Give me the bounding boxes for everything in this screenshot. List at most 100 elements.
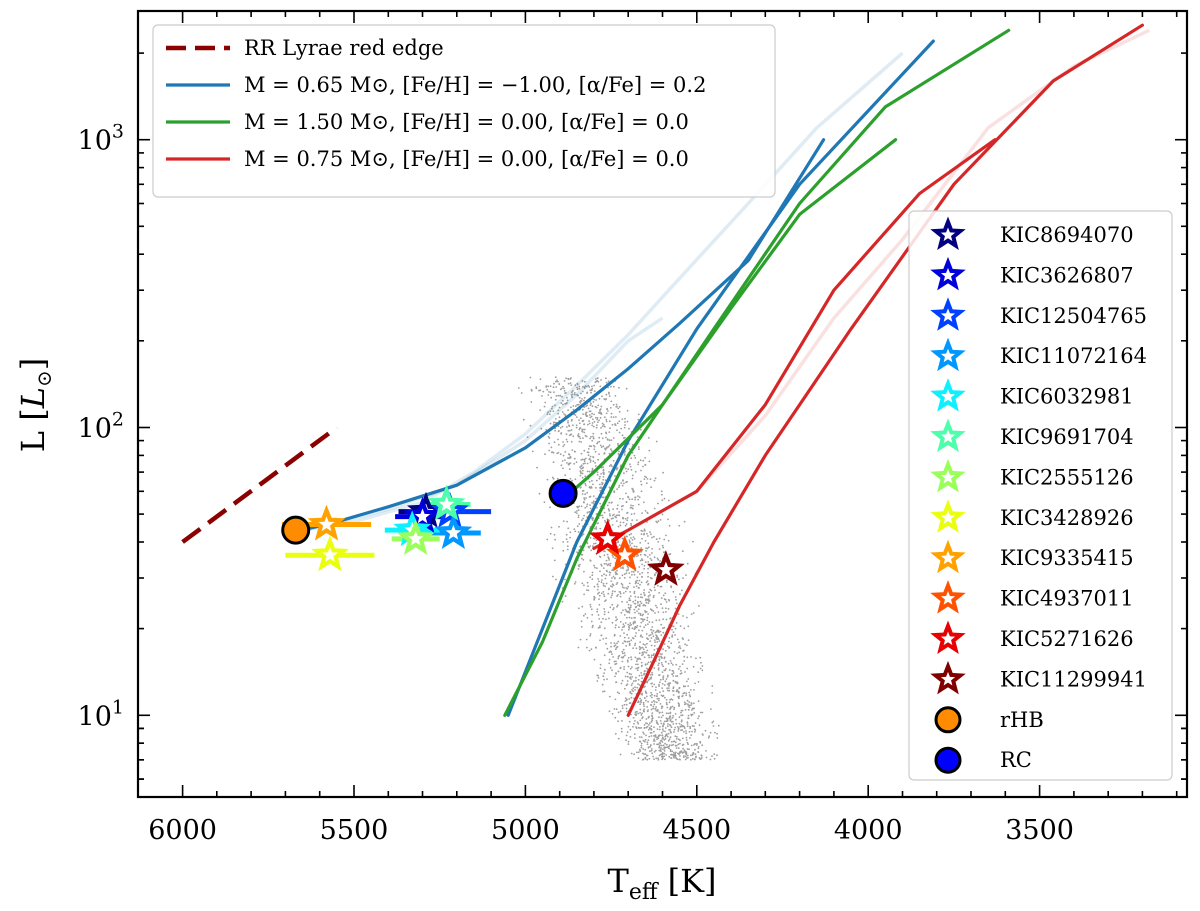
- cloud-point: [640, 727, 643, 729]
- cloud-point: [662, 724, 664, 727]
- cloud-point: [586, 542, 589, 545]
- cloud-point: [580, 467, 583, 470]
- cloud-point: [633, 573, 636, 576]
- cloud-point: [630, 513, 633, 515]
- cloud-point: [598, 419, 600, 422]
- cloud-point: [682, 685, 685, 687]
- cloud-point: [554, 418, 557, 420]
- cloud-point: [711, 721, 714, 724]
- cloud-point: [606, 438, 609, 441]
- cloud-point: [687, 685, 689, 687]
- cloud-point: [668, 755, 671, 758]
- cloud-point: [624, 424, 626, 426]
- cloud-point: [684, 671, 686, 673]
- cloud-point: [654, 477, 657, 480]
- cloud-point: [647, 575, 649, 578]
- cloud-point: [610, 580, 613, 582]
- cloud-point: [580, 452, 583, 455]
- cloud-point: [599, 570, 601, 573]
- cloud-point: [634, 457, 637, 459]
- cloud-point: [686, 616, 688, 619]
- cloud-point: [597, 674, 599, 677]
- cloud-point: [651, 631, 653, 634]
- cloud-point: [634, 470, 637, 473]
- cloud-point: [663, 720, 666, 723]
- cloud-point: [587, 589, 590, 592]
- cloud-point: [586, 391, 589, 394]
- cloud-point: [596, 567, 598, 570]
- cloud-point: [565, 433, 568, 436]
- cloud-point: [676, 574, 678, 577]
- cloud-point: [674, 713, 677, 715]
- cloud-point: [658, 592, 661, 594]
- cloud-point: [623, 472, 625, 475]
- cloud-point: [547, 435, 550, 438]
- cloud-point: [638, 587, 640, 589]
- cloud-point: [552, 461, 555, 464]
- cloud-point: [667, 499, 670, 502]
- cloud-point: [598, 411, 600, 414]
- cloud-point: [636, 600, 639, 603]
- cloud-point: [630, 524, 633, 527]
- cloud-point: [639, 712, 641, 714]
- cloud-point: [604, 577, 607, 580]
- cloud-point: [683, 520, 686, 523]
- cloud-point: [581, 605, 584, 608]
- track-line: [592, 138, 997, 550]
- cloud-point: [593, 413, 595, 416]
- cloud-point: [623, 454, 626, 456]
- cloud-point: [601, 425, 604, 428]
- cloud-point: [662, 714, 664, 717]
- cloud-point: [674, 726, 677, 729]
- cloud-point: [666, 645, 669, 648]
- cloud-point: [538, 492, 541, 495]
- cloud-point: [687, 709, 690, 711]
- cloud-point: [605, 447, 608, 450]
- cloud-point: [530, 389, 533, 392]
- cloud-point: [604, 479, 607, 482]
- cloud-point: [641, 664, 643, 667]
- cloud-point: [645, 633, 648, 635]
- cloud-point: [601, 579, 603, 581]
- cloud-point: [582, 517, 584, 520]
- cloud-point: [636, 669, 639, 672]
- cloud-point: [551, 405, 554, 408]
- cloud-point: [675, 598, 677, 601]
- cloud-point: [616, 545, 619, 548]
- cloud-point: [627, 495, 629, 498]
- cloud-point: [598, 594, 601, 597]
- cloud-point: [574, 405, 577, 407]
- cloud-point: [611, 621, 614, 624]
- cloud-point: [582, 489, 585, 492]
- cloud-point: [625, 387, 628, 390]
- cloud-point: [679, 673, 682, 675]
- cloud-point: [587, 407, 590, 410]
- cloud-point: [656, 736, 658, 739]
- cloud-point: [627, 567, 630, 569]
- cloud-point: [643, 532, 645, 535]
- cloud-point: [548, 449, 550, 452]
- cloud-point: [655, 757, 658, 760]
- cloud-point: [693, 707, 696, 710]
- cloud-point: [641, 636, 644, 638]
- cloud-point: [590, 648, 593, 651]
- cloud-point: [652, 705, 655, 708]
- cloud-point: [596, 417, 599, 419]
- cloud-point: [676, 638, 679, 641]
- cloud-point: [651, 609, 653, 612]
- cloud-point: [615, 403, 618, 406]
- cloud-point: [552, 575, 554, 578]
- cloud-point: [698, 724, 701, 727]
- cloud-point: [583, 497, 585, 499]
- cloud-point: [691, 725, 694, 727]
- cloud-point: [643, 591, 645, 594]
- cloud-point: [589, 404, 592, 406]
- cloud-point: [566, 548, 569, 551]
- cloud-point: [648, 449, 651, 452]
- cloud-point: [657, 611, 660, 613]
- cloud-point: [638, 748, 641, 751]
- cloud-point: [622, 609, 624, 612]
- cloud-point: [629, 595, 632, 597]
- cloud-point: [649, 746, 652, 748]
